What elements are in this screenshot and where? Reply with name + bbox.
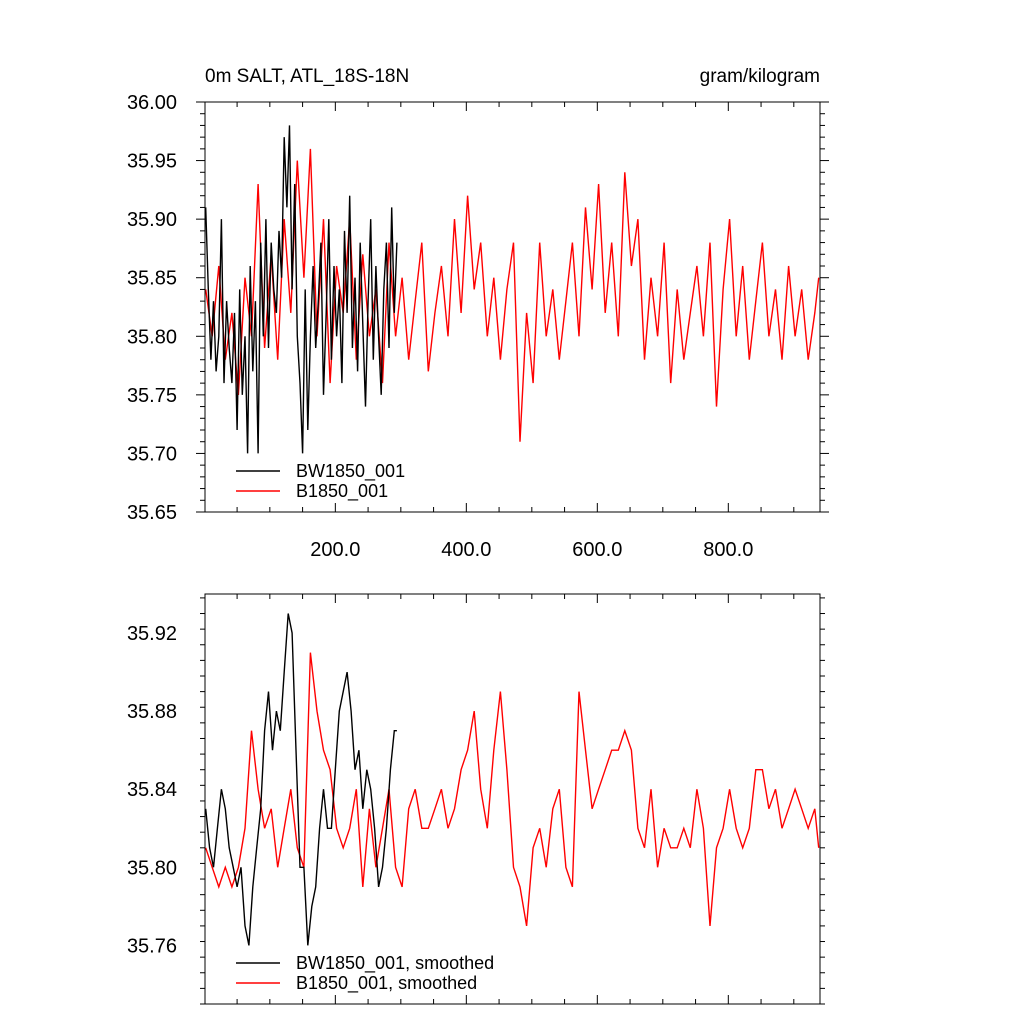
legend-label-b1850-001-smoothed: B1850_001, smoothed [296, 973, 477, 994]
y-tick-label: 36.00 [127, 92, 177, 114]
top-panel: 0m SALT, ATL_18S-18N gram/kilogram 200.0… [127, 66, 829, 561]
bottom-plot-frame [204, 593, 821, 1005]
y-tick-label: 35.84 [127, 779, 177, 801]
y-tick-label: 35.80 [127, 857, 177, 879]
x-tick-label: 800.0 [703, 539, 753, 561]
series-line-bw1850-001-smoothed [205, 613, 397, 946]
legend-label-b1850-001: B1850_001 [296, 481, 388, 502]
bottom-panel: 35.76 35.80 35.84 35.88 35.92 BW1850_001, sm… [127, 593, 825, 1005]
y-tick-label: 35.90 [127, 209, 177, 231]
y-tick-label: 35.85 [127, 268, 177, 290]
legend-label-bw1850-001-smoothed: BW1850_001, smoothed [296, 953, 494, 974]
y-tick-label: 35.76 [127, 935, 177, 957]
bottom-series [205, 613, 820, 946]
x-tick-label: 400.0 [441, 539, 491, 561]
y-tick-label: 35.92 [127, 623, 177, 645]
series-line-b1850-001-smoothed [205, 652, 820, 927]
legend-label-bw1850-001: BW1850_001 [296, 461, 405, 482]
x-tick-label: 200.0 [310, 539, 360, 561]
series-line-b1850-001 [205, 148, 820, 442]
y-tick-label: 35.88 [127, 701, 177, 723]
top-units: gram/kilogram [700, 66, 820, 87]
y-tick-label: 35.65 [127, 502, 177, 524]
y-tick-label: 35.70 [127, 443, 177, 465]
bottom-ticks: 35.76 35.80 35.84 35.88 35.92 [127, 594, 825, 1005]
y-tick-label: 35.95 [127, 151, 177, 173]
top-plot-frame [204, 101, 821, 513]
y-tick-label: 35.75 [127, 385, 177, 407]
x-tick-label: 600.0 [572, 539, 622, 561]
top-ticks: 200.0 400.0 600.0 800.0 35.65 35.70 35.75 35.80… [127, 92, 829, 561]
top-title: 0m SALT, ATL_18S-18N [205, 66, 409, 87]
series-line-bw1850-001 [205, 125, 398, 454]
y-tick-label: 35.80 [127, 326, 177, 348]
top-series [205, 125, 820, 454]
